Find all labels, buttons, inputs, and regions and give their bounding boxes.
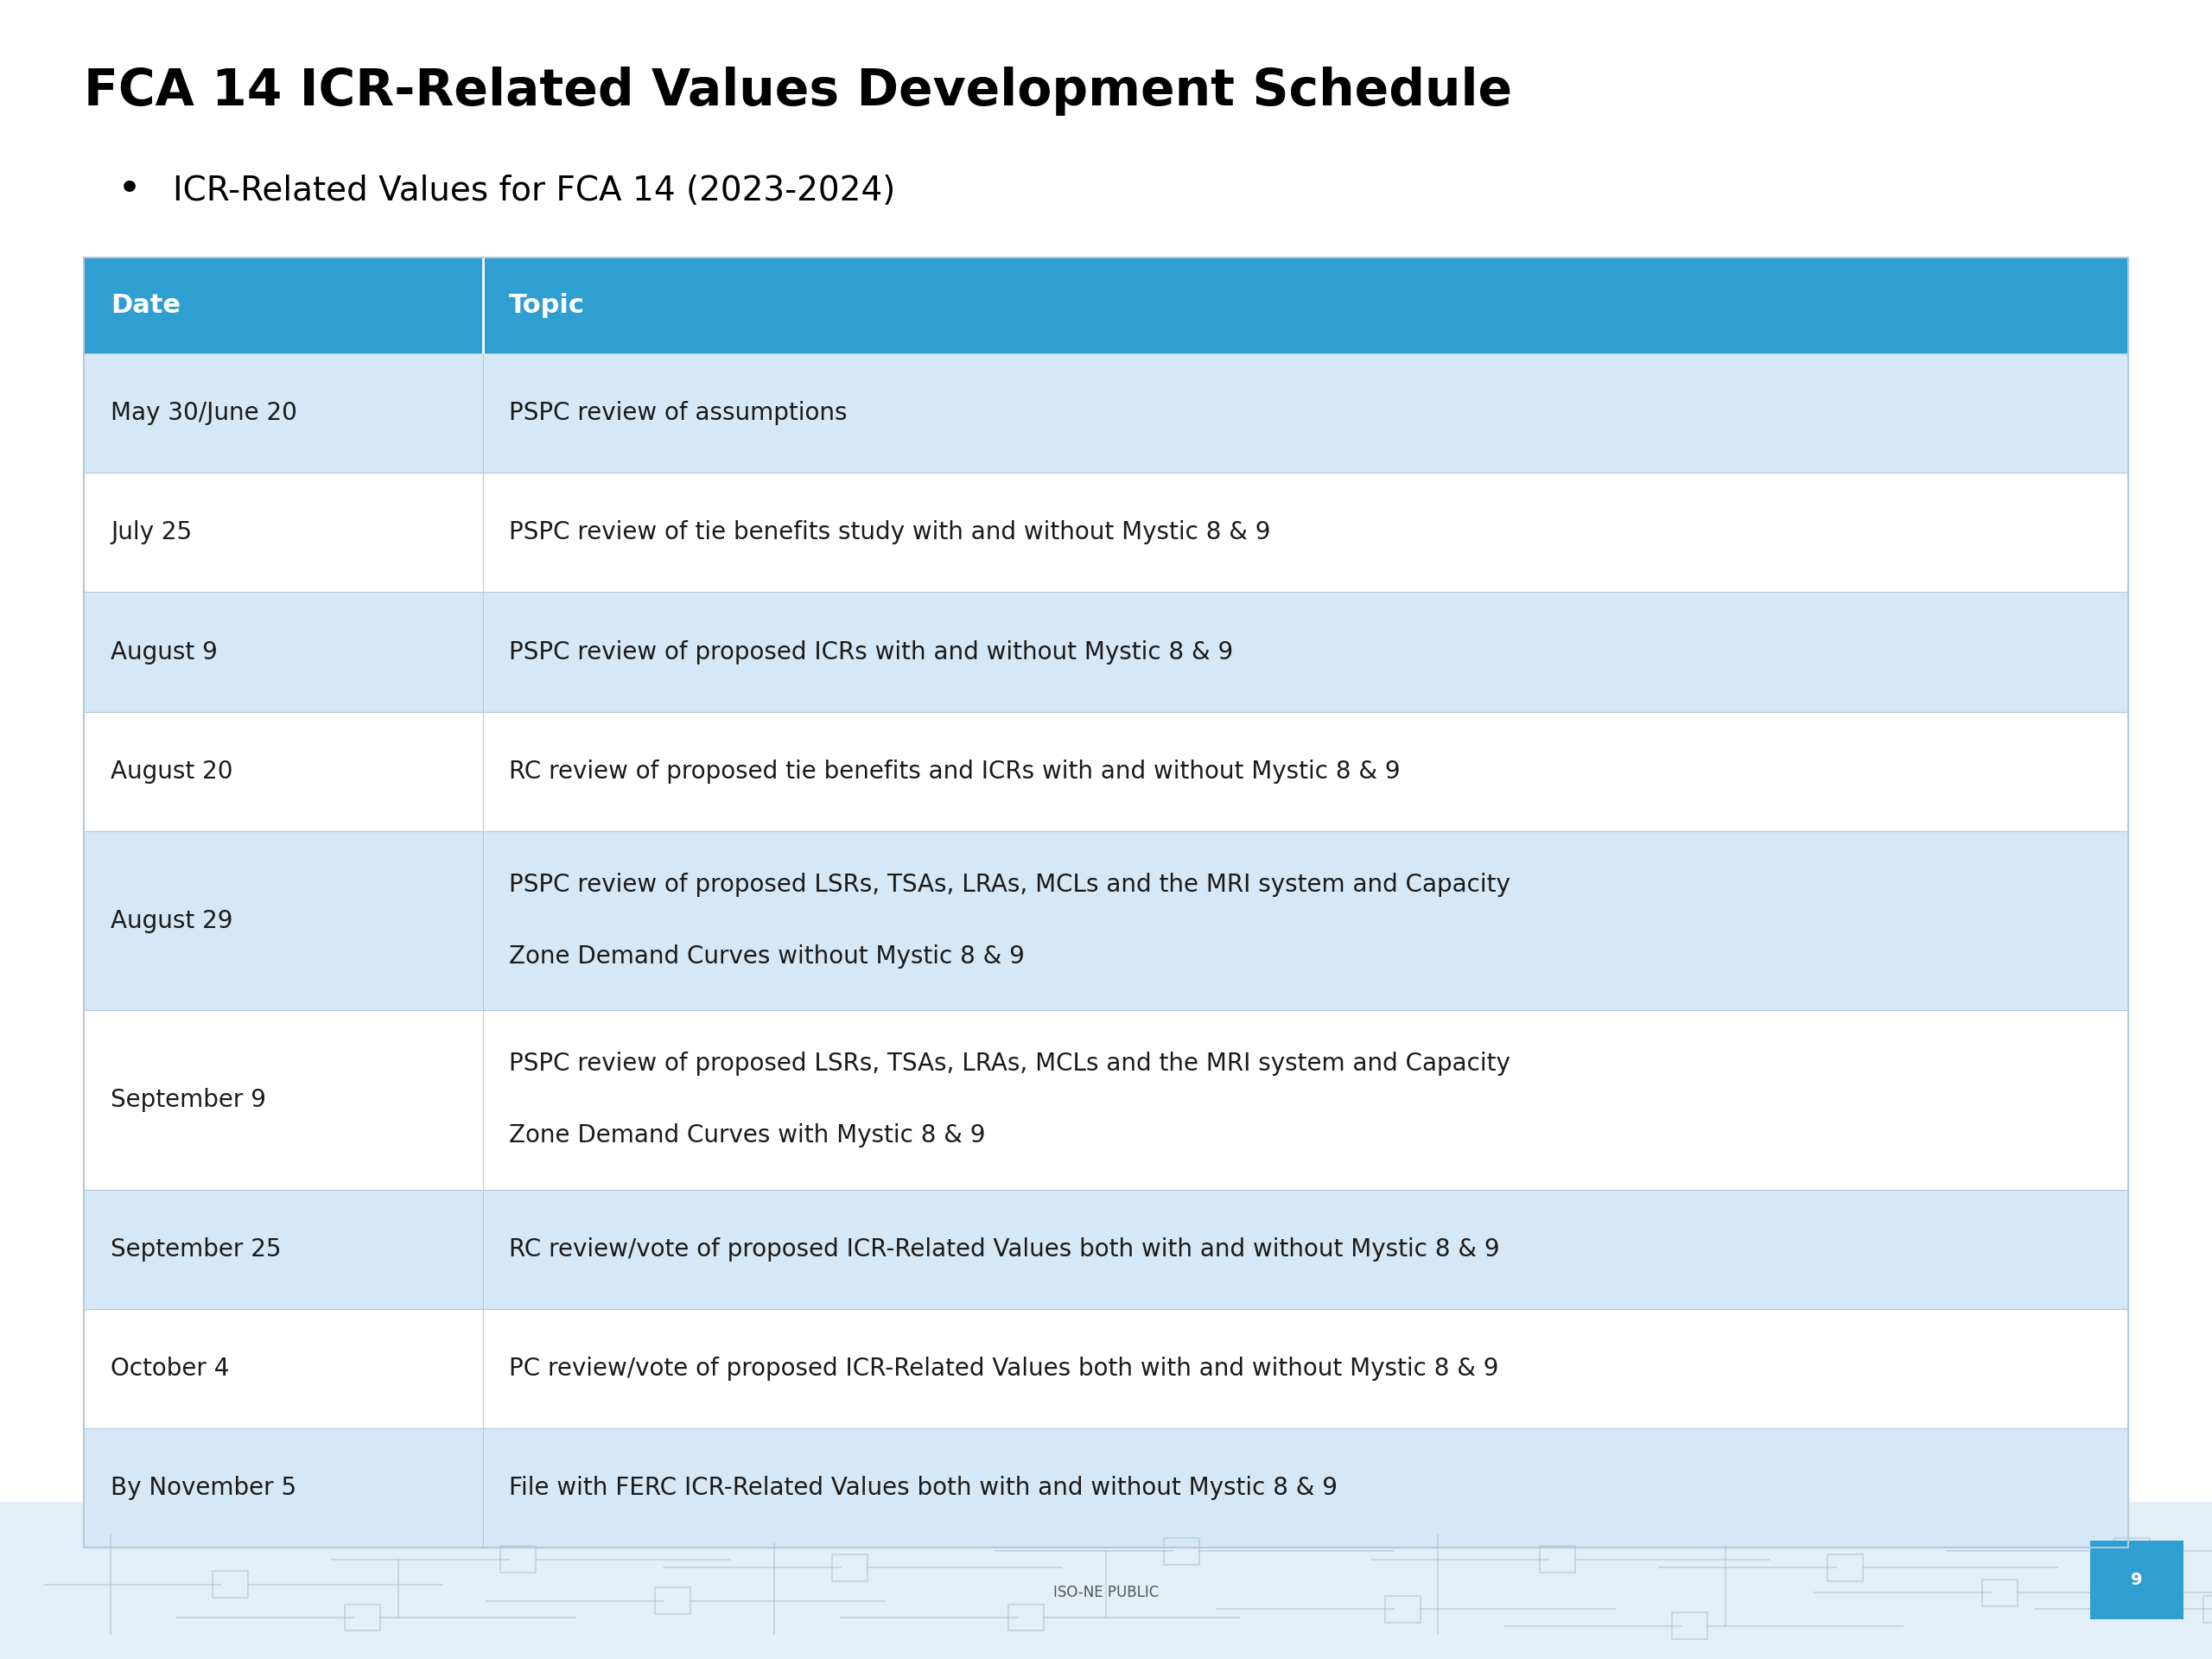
FancyBboxPatch shape xyxy=(84,1190,2128,1309)
FancyBboxPatch shape xyxy=(84,257,2128,353)
Text: •: • xyxy=(117,171,142,211)
FancyBboxPatch shape xyxy=(84,592,2128,712)
Text: September 25: September 25 xyxy=(111,1238,281,1261)
Text: Zone Demand Curves with Mystic 8 & 9: Zone Demand Curves with Mystic 8 & 9 xyxy=(509,1123,987,1148)
Text: August 20: August 20 xyxy=(111,760,232,783)
FancyBboxPatch shape xyxy=(84,1309,2128,1428)
FancyBboxPatch shape xyxy=(84,712,2128,831)
Text: May 30/June 20: May 30/June 20 xyxy=(111,401,296,425)
FancyBboxPatch shape xyxy=(84,473,2128,592)
Text: Topic: Topic xyxy=(509,292,586,319)
Text: PSPC review of assumptions: PSPC review of assumptions xyxy=(509,401,847,425)
FancyBboxPatch shape xyxy=(84,353,2128,473)
Text: ICR-Related Values for FCA 14 (2023-2024): ICR-Related Values for FCA 14 (2023-2024… xyxy=(173,174,896,207)
Text: PC review/vote of proposed ICR-Related Values both with and without Mystic 8 & 9: PC review/vote of proposed ICR-Related V… xyxy=(509,1357,1500,1380)
Text: Date: Date xyxy=(111,292,181,319)
Text: RC review/vote of proposed ICR-Related Values both with and without Mystic 8 & 9: RC review/vote of proposed ICR-Related V… xyxy=(509,1238,1500,1261)
Text: September 9: September 9 xyxy=(111,1088,265,1112)
Text: FCA 14 ICR-Related Values Development Schedule: FCA 14 ICR-Related Values Development Sc… xyxy=(84,66,1513,116)
Text: August 9: August 9 xyxy=(111,640,217,664)
Text: August 29: August 29 xyxy=(111,909,232,932)
Text: 9: 9 xyxy=(2130,1573,2143,1588)
FancyBboxPatch shape xyxy=(0,1501,2212,1659)
Text: PSPC review of proposed LSRs, TSAs, LRAs, MCLs and the MRI system and Capacity: PSPC review of proposed LSRs, TSAs, LRAs… xyxy=(509,1052,1511,1077)
Text: July 25: July 25 xyxy=(111,521,192,544)
FancyBboxPatch shape xyxy=(2090,1541,2183,1619)
Text: PSPC review of proposed ICRs with and without Mystic 8 & 9: PSPC review of proposed ICRs with and wi… xyxy=(509,640,1234,664)
Text: By November 5: By November 5 xyxy=(111,1477,296,1500)
Text: ISO-NE PUBLIC: ISO-NE PUBLIC xyxy=(1053,1584,1159,1601)
Text: PSPC review of proposed LSRs, TSAs, LRAs, MCLs and the MRI system and Capacity: PSPC review of proposed LSRs, TSAs, LRAs… xyxy=(509,873,1511,898)
FancyBboxPatch shape xyxy=(84,1428,2128,1548)
Text: PSPC review of tie benefits study with and without Mystic 8 & 9: PSPC review of tie benefits study with a… xyxy=(509,521,1272,544)
Text: Zone Demand Curves without Mystic 8 & 9: Zone Demand Curves without Mystic 8 & 9 xyxy=(509,944,1024,969)
Text: RC review of proposed tie benefits and ICRs with and without Mystic 8 & 9: RC review of proposed tie benefits and I… xyxy=(509,760,1400,783)
FancyBboxPatch shape xyxy=(84,1010,2128,1190)
Text: October 4: October 4 xyxy=(111,1357,230,1380)
FancyBboxPatch shape xyxy=(84,831,2128,1010)
Text: File with FERC ICR-Related Values both with and without Mystic 8 & 9: File with FERC ICR-Related Values both w… xyxy=(509,1477,1338,1500)
